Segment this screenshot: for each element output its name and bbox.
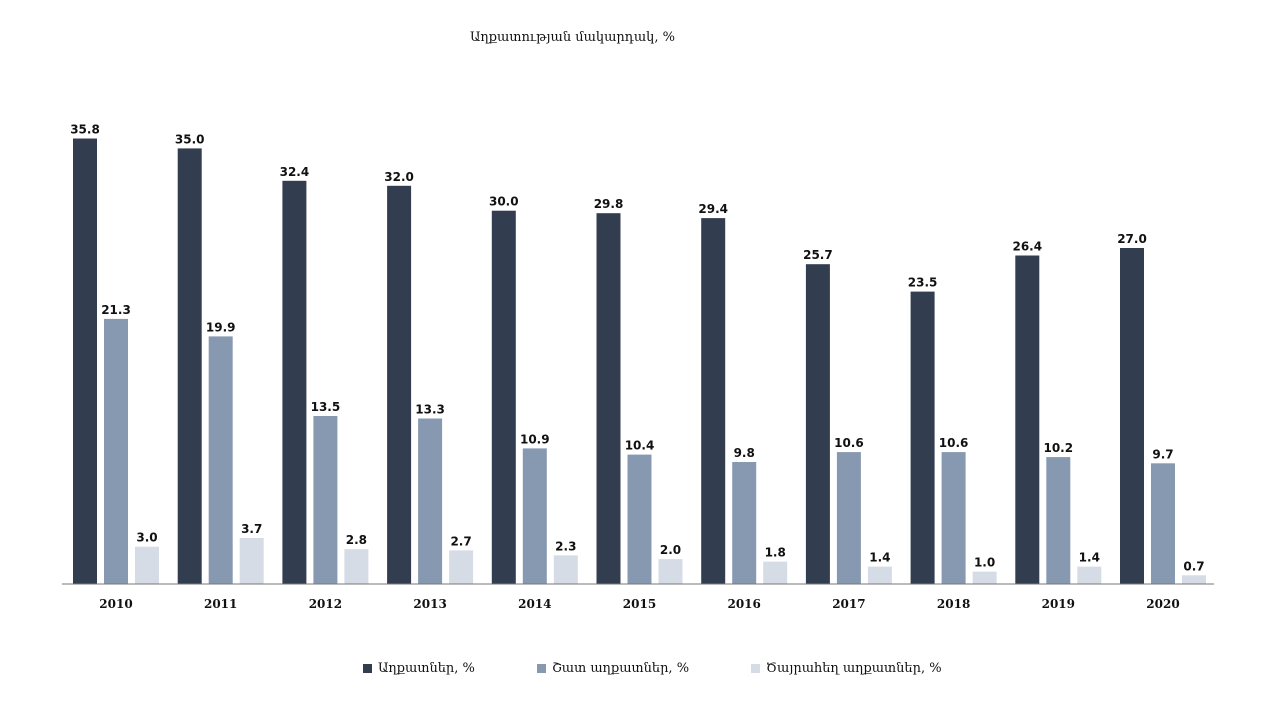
bar-2019-series-1 [1046, 457, 1071, 584]
x-tick-label-2013: 2013 [413, 597, 446, 611]
value-label-2019-series-0: 26.4 [1012, 240, 1042, 254]
bar-2016-series-2 [763, 561, 788, 584]
value-label-2019-series-1: 10.2 [1043, 441, 1073, 455]
value-label-2014-series-2: 2.3 [555, 539, 576, 553]
value-label-2010-series-0: 35.8 [70, 123, 100, 137]
value-label-2013-series-0: 32.0 [384, 170, 414, 184]
bar-2010-series-0 [73, 138, 97, 584]
value-label-2016-series-1: 9.8 [734, 446, 755, 460]
legend-label-2: Ծայրահեղ աղքատներ, % [766, 661, 942, 676]
legend-label-0: Աղքատներ, % [378, 661, 475, 676]
bar-2017-series-2 [867, 566, 892, 584]
value-label-2014-series-0: 30.0 [489, 195, 519, 209]
value-label-2017-series-2: 1.4 [869, 551, 890, 565]
legend-swatch-1 [537, 664, 546, 673]
legend-swatch-0 [363, 664, 372, 673]
value-label-2020-series-0: 27.0 [1117, 232, 1147, 246]
bar-2011-series-1 [208, 336, 233, 584]
legend-item-2: Ծայրահեղ աղքատներ, % [751, 661, 942, 676]
bar-2015-series-2 [658, 559, 683, 584]
value-label-2014-series-1: 10.9 [520, 432, 550, 446]
value-label-2012-series-0: 32.4 [280, 165, 310, 179]
bar-2019-series-0 [1015, 255, 1040, 584]
x-tick-label-2020: 2020 [1146, 597, 1179, 611]
bar-2020-series-1 [1151, 463, 1175, 584]
legend-swatch-2 [751, 664, 760, 673]
bar-2016-series-1 [732, 462, 757, 584]
value-labels-group: 35.8 21.3 3.0 35.0 19.9 3.7 32.4 13.5 2.8 32.0 13.… [70, 123, 1204, 574]
bar-2018-series-2 [972, 571, 997, 584]
bar-2013-series-2 [449, 550, 474, 584]
value-label-2020-series-1: 9.7 [1152, 447, 1173, 461]
x-tick-label-2018: 2018 [937, 597, 970, 611]
bar-2014-series-0 [491, 210, 516, 584]
bar-2020-series-2 [1182, 575, 1206, 584]
bar-2014-series-2 [553, 555, 578, 584]
bar-2014-series-1 [522, 448, 547, 584]
bar-2017-series-0 [805, 264, 830, 584]
bar-2019-series-2 [1077, 566, 1102, 584]
bars-group [73, 138, 1206, 585]
bar-2010-series-1 [104, 318, 128, 584]
bar-2018-series-0 [910, 291, 935, 584]
x-tick-label-2010: 2010 [99, 597, 132, 611]
value-label-2010-series-1: 21.3 [101, 303, 131, 317]
x-tick-label-2014: 2014 [518, 597, 551, 611]
value-label-2019-series-2: 1.4 [1079, 551, 1100, 565]
value-label-2011-series-1: 19.9 [206, 320, 236, 334]
legend: Աղքատներ, % Շատ աղքատներ, % Ծայրահեղ աղք… [0, 661, 1280, 681]
value-label-2013-series-2: 2.7 [450, 534, 471, 548]
value-label-2011-series-2: 3.7 [241, 522, 262, 536]
x-tick-label-2019: 2019 [1042, 597, 1075, 611]
value-label-2015-series-1: 10.4 [625, 439, 655, 453]
value-label-2017-series-1: 10.6 [834, 436, 864, 450]
bar-2013-series-0 [387, 185, 412, 585]
value-label-2018-series-1: 10.6 [939, 436, 969, 450]
x-tick-label-2011: 2011 [204, 597, 237, 611]
bar-2015-series-1 [627, 454, 652, 584]
x-tick-label-2016: 2016 [727, 597, 760, 611]
value-label-2016-series-0: 29.4 [698, 202, 728, 216]
value-label-2010-series-2: 3.0 [136, 531, 157, 545]
chart-title: Աղքատության մակարդակ, % [470, 30, 675, 45]
bar-2011-series-2 [239, 538, 264, 584]
bar-2012-series-2 [344, 549, 369, 584]
legend-item-1: Շատ աղքատներ, % [537, 661, 689, 676]
value-label-2011-series-0: 35.0 [175, 132, 205, 146]
value-label-2016-series-2: 1.8 [765, 546, 786, 560]
x-tick-label-2012: 2012 [309, 597, 342, 611]
value-label-2018-series-2: 1.0 [974, 556, 995, 570]
value-label-2015-series-0: 29.8 [594, 197, 624, 211]
bar-2017-series-1 [836, 452, 861, 584]
x-tick-labels-group: 2010 2011 2012 2013 2014 2015 2016 2017 2018 2019… [99, 597, 1179, 611]
value-label-2012-series-1: 13.5 [311, 400, 341, 414]
value-label-2020-series-2: 0.7 [1183, 559, 1204, 573]
bar-2016-series-0 [701, 218, 726, 584]
x-tick-label-2017: 2017 [832, 597, 865, 611]
x-tick-label-2015: 2015 [623, 597, 656, 611]
value-label-2018-series-0: 23.5 [908, 276, 938, 290]
legend-label-1: Շատ աղքատներ, % [552, 661, 690, 676]
value-label-2013-series-1: 13.3 [415, 403, 445, 417]
bar-2020-series-0 [1120, 248, 1144, 584]
value-label-2015-series-2: 2.0 [660, 543, 681, 557]
legend-item-0: Աղքատներ, % [363, 661, 475, 676]
bar-2012-series-1 [313, 416, 338, 584]
value-label-2017-series-0: 25.7 [803, 248, 833, 262]
value-label-2012-series-2: 2.8 [346, 533, 367, 547]
bar-2011-series-0 [177, 148, 202, 584]
bar-2018-series-1 [941, 452, 966, 584]
bar-2012-series-0 [282, 180, 307, 585]
bar-2013-series-1 [418, 418, 443, 584]
bar-2010-series-2 [135, 546, 159, 584]
bar-2015-series-0 [596, 213, 621, 584]
